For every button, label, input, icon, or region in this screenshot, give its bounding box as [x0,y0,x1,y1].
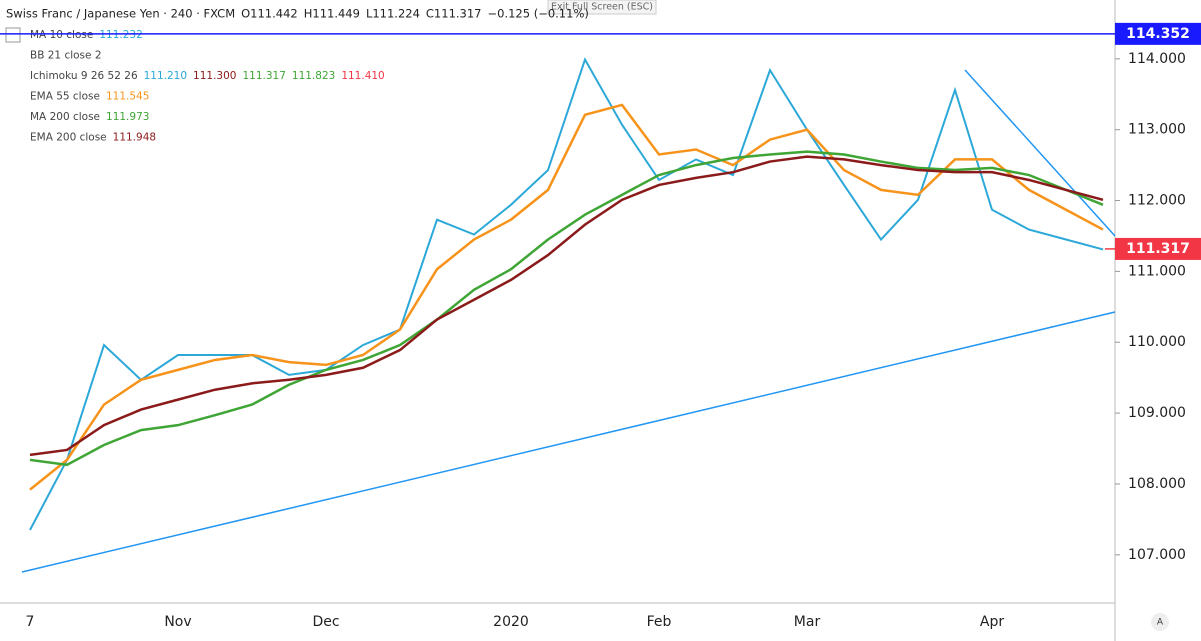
x-tick-label: 2020 [493,614,529,630]
exit-button-label[interactable]: Exit Full Screen (ESC) [551,2,653,13]
legend-value: 111.545 [106,91,149,103]
header-open: O111.442 [241,7,298,21]
price-label: 111.317 [1126,241,1190,257]
legend-value: 111.948 [113,132,156,144]
legend-toggle[interactable] [5,27,21,43]
legend-value: 111.300 [193,70,236,82]
price-label: 114.352 [1126,26,1190,42]
y-tick-label: 108.000 [1128,476,1186,492]
header-change: −0.125 (−0.11%) [488,7,589,21]
series-line [29,155,1104,457]
series-line [29,150,1104,467]
x-tick-label: Nov [164,614,191,630]
auto-scale-label[interactable]: A [1157,618,1164,628]
header-low: L111.224 [366,7,420,21]
legend-value: 111.210 [144,70,187,82]
legend-value: 111.232 [99,29,142,41]
legend-value: 111.317 [242,70,285,82]
legend-name: MA 10 close [30,29,93,41]
legend-name: Ichimoku 9 26 52 26 [30,70,138,82]
trend-line [21,311,1116,573]
x-tick-label: Mar [794,614,821,630]
legend-value: 111.973 [106,111,149,123]
legend: Swiss Franc / Japanese Yen · 240 · FXCM O… [5,7,589,144]
header-high: H111.449 [304,7,360,21]
legend-name: EMA 55 close [30,91,100,103]
exit-button[interactable] [547,0,657,15]
x-tick-label: Dec [312,614,339,630]
y-tick-label: 110.000 [1128,334,1186,350]
y-tick-label: 109.000 [1128,405,1186,421]
x-tick-label: 7 [26,614,35,630]
x-tick-label: Feb [647,614,672,630]
series-line [29,103,1104,491]
trend-line [964,69,1116,237]
price-label-box [1115,237,1201,260]
header-close: C111.317 [426,7,482,21]
auto-scale-button[interactable] [1151,613,1169,631]
price-label-box [1115,22,1201,45]
legend-name: BB 21 close 2 [30,50,102,62]
legend-value: 111.410 [341,70,384,82]
y-tick-label: 111.000 [1128,263,1186,279]
y-tick-label: 114.000 [1128,51,1186,67]
x-tick-label: Apr [980,614,1004,630]
header-symbol: Swiss Franc / Japanese Yen · 240 · FXCM [6,7,235,21]
legend-value: 111.823 [292,70,335,82]
y-tick-label: 113.000 [1128,122,1186,138]
y-tick-label: 107.000 [1128,547,1186,563]
legend-name: EMA 200 close [30,132,107,144]
series-line [29,57,1104,531]
y-tick-label: 112.000 [1128,193,1186,209]
legend-name: MA 200 close [30,111,100,123]
